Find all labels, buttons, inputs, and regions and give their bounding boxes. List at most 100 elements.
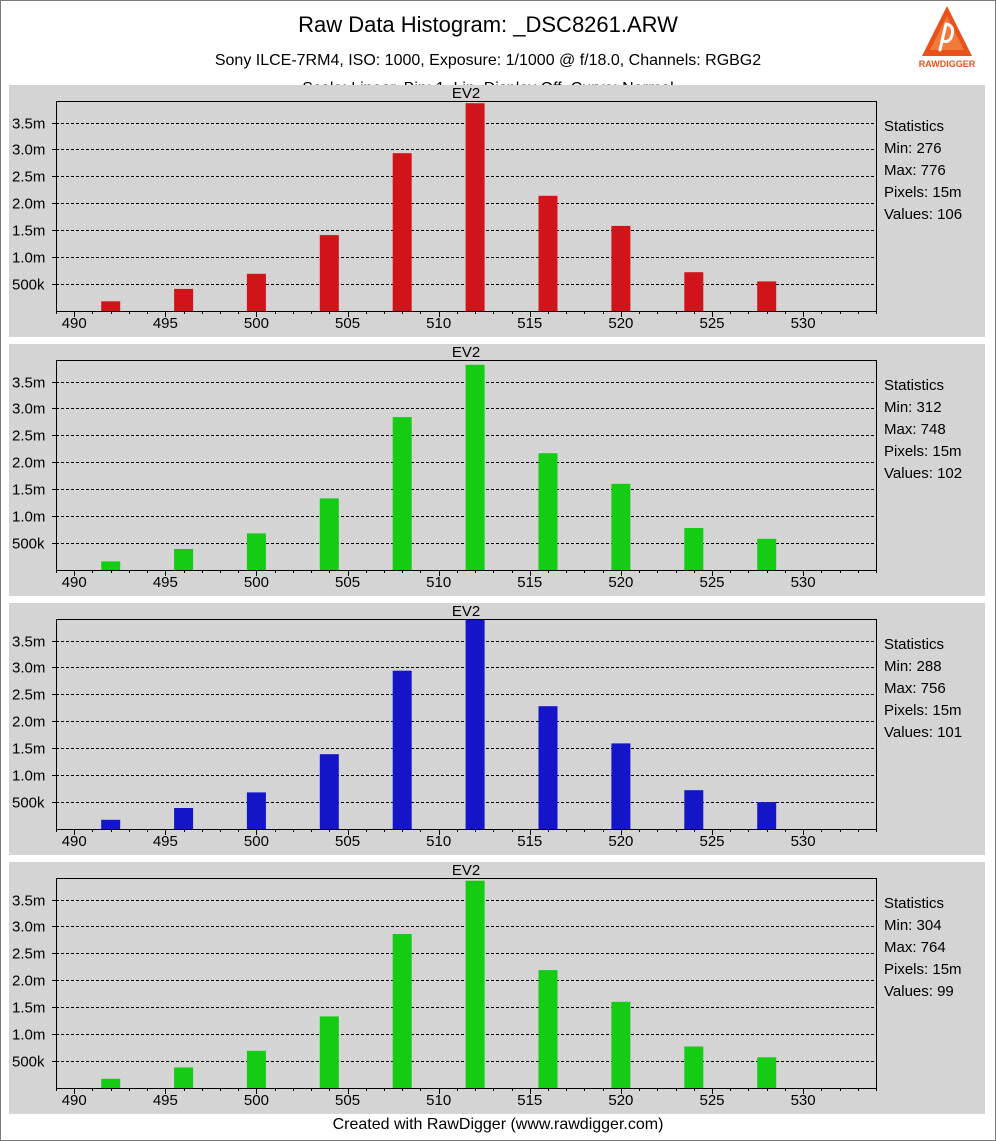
histogram-bar (101, 819, 121, 829)
histogram-bar (465, 880, 485, 1088)
histogram-bar (757, 802, 777, 829)
y-tick-label: 3.0m (12, 660, 45, 677)
histogram-bar (246, 533, 266, 570)
histogram-bar (465, 364, 485, 570)
y-tick-label: 1.5m (12, 223, 45, 240)
statistics-value: Max: 748 (884, 421, 946, 438)
y-tick-label: 1.5m (12, 482, 45, 499)
x-tick-label: 490 (62, 833, 87, 850)
histogram-bar (757, 1057, 777, 1088)
statistics-value: Min: 288 (884, 658, 942, 675)
statistics-heading: Statistics (884, 895, 944, 912)
statistics-value: Min: 276 (884, 140, 942, 157)
histogram-bar (757, 281, 777, 311)
y-tick-label: 1.5m (12, 741, 45, 758)
histogram-bar (246, 1050, 266, 1088)
y-tick-label: 2.0m (12, 714, 45, 731)
histogram-bar (611, 1001, 631, 1088)
y-tick-label: 1.0m (12, 768, 45, 785)
x-tick-label: 510 (426, 833, 451, 850)
histogram-bar (392, 153, 412, 311)
x-tick-label: 530 (791, 1092, 816, 1109)
histogram-bar (174, 549, 194, 570)
x-tick-label: 510 (426, 315, 451, 332)
histogram-bar (757, 538, 777, 570)
y-tick-label: 2.0m (12, 196, 45, 213)
footer-credit: Created with RawDigger (www.rawdigger.co… (332, 1116, 664, 1133)
x-tick-label: 490 (62, 315, 87, 332)
plot-frame (56, 878, 877, 1089)
histogram-chart-g: 500k 1.0m 1.5m 2.0m 2.5m 3.0m 3.5m 490 495 500 505… (9, 344, 985, 596)
histogram-bar (538, 453, 558, 570)
x-tick-label: 505 (335, 574, 360, 591)
statistics-value: Max: 776 (884, 162, 946, 179)
histogram-bar (611, 743, 631, 829)
x-tick-label: 515 (517, 833, 542, 850)
y-tick-label: 3.0m (12, 401, 45, 418)
histogram-bar (246, 273, 266, 311)
histogram-bar (538, 195, 558, 311)
histogram-bar (319, 235, 339, 311)
histogram-bar (319, 1016, 339, 1088)
histogram-bar (392, 934, 412, 1088)
y-tick-label: 500k (12, 795, 45, 812)
x-tick-label: 520 (608, 315, 633, 332)
x-tick-label: 500 (244, 833, 269, 850)
statistics-value: Max: 756 (884, 680, 946, 697)
statistics-value: Pixels: 15m (884, 184, 962, 201)
histogram-bar (174, 288, 194, 311)
statistics-heading: Statistics (884, 636, 944, 653)
histogram-bar (684, 790, 704, 829)
y-tick-label: 2.0m (12, 973, 45, 990)
statistics-value: Pixels: 15m (884, 702, 962, 719)
y-tick-label: 500k (12, 536, 45, 553)
x-tick-label: 495 (153, 574, 178, 591)
statistics-value: Values: 102 (884, 465, 962, 482)
histogram-bar (101, 301, 121, 311)
plot-frame (56, 101, 877, 312)
report-subtitle: Sony ILCE-7RM4, ISO: 1000, Exposure: 1/1… (214, 52, 762, 69)
histogram-bar (611, 483, 631, 570)
histogram-panel-g2: 500k 1.0m 1.5m 2.0m 2.5m 3.0m 3.5m 490 495 500 505… (9, 862, 985, 1114)
rawdigger-logo-icon: RAWDIGGER (916, 4, 978, 70)
statistics-value: Pixels: 15m (884, 443, 962, 460)
panel-background (9, 862, 985, 1114)
statistics-value: Min: 304 (884, 917, 942, 934)
statistics-value: Pixels: 15m (884, 961, 962, 978)
x-tick-label: 525 (699, 1092, 724, 1109)
histogram-chart-g2: 500k 1.0m 1.5m 2.0m 2.5m 3.0m 3.5m 490 495 500 505… (9, 862, 985, 1114)
y-tick-label: 2.5m (12, 687, 45, 704)
statistics-value: Min: 312 (884, 399, 942, 416)
histogram-panel-r: 500k 1.0m 1.5m 2.0m 2.5m 3.0m 3.5m 490 495 500 505… (9, 85, 985, 337)
x-tick-label: 495 (153, 833, 178, 850)
plot-frame (56, 360, 877, 571)
histogram-chart-r: 500k 1.0m 1.5m 2.0m 2.5m 3.0m 3.5m 490 495 500 505… (9, 85, 985, 337)
report-title: Raw Data Histogram: _DSC8261.ARW (298, 12, 678, 37)
x-tick-label: 490 (62, 574, 87, 591)
histogram-bar (611, 225, 631, 311)
x-tick-label: 505 (335, 833, 360, 850)
x-tick-label: 525 (699, 574, 724, 591)
histogram-bar (684, 272, 704, 311)
x-tick-label: 500 (244, 574, 269, 591)
chart-title: EV2 (452, 344, 480, 361)
statistics-value: Values: 99 (884, 983, 954, 1000)
y-tick-label: 3.0m (12, 919, 45, 936)
y-tick-label: 3.0m (12, 142, 45, 159)
y-tick-label: 2.5m (12, 428, 45, 445)
chart-title: EV2 (452, 85, 480, 102)
chart-title: EV2 (452, 862, 480, 879)
statistics-value: Max: 764 (884, 939, 946, 956)
x-tick-label: 515 (517, 315, 542, 332)
histogram-bar (101, 561, 121, 570)
y-tick-label: 3.5m (12, 893, 45, 910)
y-tick-label: 2.0m (12, 455, 45, 472)
statistics-heading: Statistics (884, 377, 944, 394)
y-tick-label: 2.5m (12, 946, 45, 963)
histogram-bar (174, 1067, 194, 1088)
x-tick-label: 530 (791, 833, 816, 850)
panel-background (9, 344, 985, 596)
x-tick-label: 505 (335, 1092, 360, 1109)
histogram-panel-b: 500k 1.0m 1.5m 2.0m 2.5m 3.0m 3.5m 490 495 500 505… (9, 603, 985, 855)
x-tick-label: 510 (426, 574, 451, 591)
